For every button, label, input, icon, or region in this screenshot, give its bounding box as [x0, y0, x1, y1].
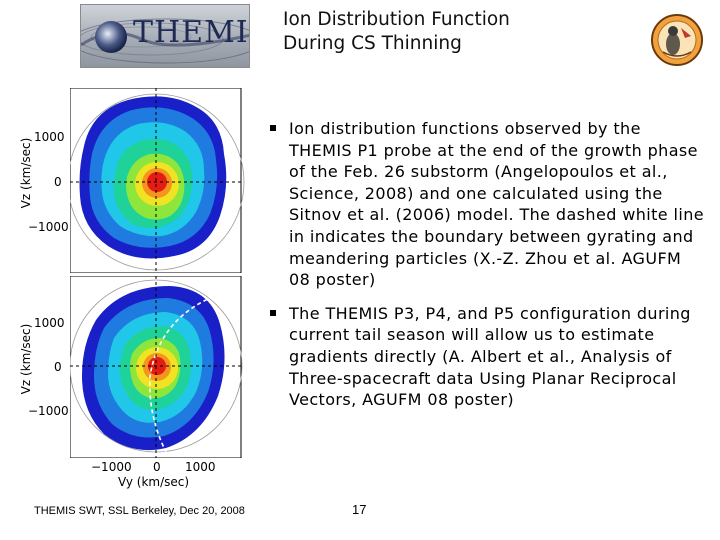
bullet-square-icon	[270, 125, 276, 131]
bullet-item: Ion distribution functions observed by t…	[266, 118, 706, 291]
title-line-1: Ion Distribution Function	[283, 9, 510, 30]
themis-logo: THEMIS	[80, 4, 250, 68]
bottom-plot-x-tick: −1000	[91, 460, 132, 474]
orbit-graphic-icon	[81, 18, 249, 64]
footer-text: THEMIS SWT, SSL Berkeley, Dec 20, 2008	[34, 505, 245, 517]
bottom-plot-y-tick: −1000	[28, 404, 69, 418]
bottom-plot-x-tick: 1000	[185, 460, 216, 474]
top-plot-y-axis-label: Vz (km/sec)	[19, 137, 33, 209]
top-plot-y-tick: 1000	[34, 130, 65, 144]
top-plot-y-tick: 0	[54, 175, 62, 189]
ion-distribution-plot-bottom	[70, 276, 252, 458]
bullet-text: The THEMIS P3, P4, and P5 configuration …	[289, 303, 691, 410]
themis-mission-patch-icon	[651, 14, 703, 66]
bullet-list: Ion distribution functions observed by t…	[266, 118, 706, 411]
page-number: 17	[352, 502, 367, 517]
bullet-item: The THEMIS P3, P4, and P5 configuration …	[266, 303, 706, 411]
bottom-plot-y-tick: 1000	[34, 316, 65, 330]
bottom-plot-y-axis-label: Vz (km/sec)	[19, 323, 33, 395]
title-line-2: During CS Thinning	[283, 33, 462, 54]
bullet-text: Ion distribution functions observed by t…	[289, 119, 704, 290]
bottom-plot-y-tick: 0	[54, 360, 62, 374]
ion-distribution-plot-top	[70, 88, 252, 273]
bottom-plot-x-axis-label: Vy (km/sec)	[118, 475, 190, 489]
logo-text: THEMIS	[133, 15, 249, 50]
top-plot-y-tick: −1000	[28, 220, 69, 234]
bottom-plot-x-tick: 0	[153, 460, 161, 474]
bullet-square-icon	[270, 309, 276, 316]
slide-title: Ion Distribution Function During CS Thin…	[283, 8, 510, 56]
